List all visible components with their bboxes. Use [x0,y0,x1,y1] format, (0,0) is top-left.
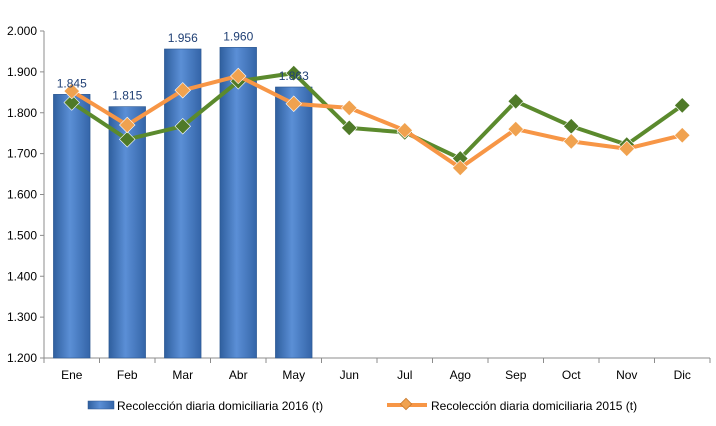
legend-marker-2015 [399,397,413,411]
y-tick-label: 2.000 [7,24,37,38]
series-2015-marker [507,120,524,138]
green-series-marker [341,119,358,137]
bar-2016 [53,94,91,359]
green-series-marker [452,150,469,167]
series-2015-marker [674,127,691,144]
x-tick-label: Sep [505,368,527,382]
bar-data-label: 1.956 [168,31,198,45]
bar-2016 [108,106,146,359]
series-2015-marker [341,99,358,117]
series-2015-line [70,73,683,170]
legend-label-2015: Recolección diaria domiciliaria 2015 (t) [431,399,637,413]
green-series-marker [119,131,136,148]
x-axis: Ene Feb Mar Abr May Jun Jul Ago Sep Oct Nov Dic [43,357,711,382]
x-tick-label: Ago [450,368,472,382]
legend-item-2015: Recolección diaria domiciliaria 2015 (t) [387,397,637,413]
y-tick-label: 1.600 [7,188,37,202]
green-series-marker [563,118,580,135]
x-tick-label: Dic [674,368,691,382]
series-2015-marker [618,140,635,157]
series-2015-marker [563,133,580,150]
x-tick-label: Oct [562,368,581,382]
legend: Recolección diaria domiciliaria 2016 (t)… [87,397,637,413]
bar-2016 [219,47,257,359]
legend-label-2016: Recolección diaria domiciliaria 2016 (t) [117,399,323,413]
bar-series-2016 [53,47,313,359]
x-tick-label: Jul [397,368,412,382]
bar-data-label: 1.815 [112,89,142,103]
legend-item-2016: Recolección diaria domiciliaria 2016 (t) [87,399,323,413]
series-2015-marker [119,116,136,134]
series-2015-marker [230,67,247,85]
series-2015-marker [396,122,413,139]
y-tick-label: 1.300 [7,310,37,324]
x-tick-label: May [282,368,305,382]
green-series-marker [674,97,691,114]
green-series-marker [174,118,191,135]
y-tick-label: 1.800 [7,106,37,120]
series-2015-marker [285,95,302,112]
x-tick-label: Mar [172,368,193,382]
series-2015-marker [63,82,80,100]
bar-data-label: 1.960 [223,29,253,43]
y-axis: 1.200 1.300 1.400 1.500 1.600 1.700 1.800 1.900… [7,24,45,365]
legend-swatch-2016 [87,400,115,410]
green-series-marker [63,94,80,111]
x-tick-label: Nov [616,368,637,382]
y-tick-label: 1.900 [7,65,37,79]
y-tick-label: 1.500 [7,228,37,242]
bar-2016 [164,48,202,359]
green-series-marker [285,64,302,82]
y-tick-label: 1.400 [7,269,37,283]
x-tick-label: Jun [340,368,359,382]
y-tick-label: 1.200 [7,351,37,365]
green-series-marker [507,93,524,110]
series-2015-marker [174,82,191,99]
x-tick-label: Abr [229,368,248,382]
series-2015-marker [452,159,469,177]
y-tick-label: 1.700 [7,147,37,161]
data-labels: 1.845 1.815 1.956 1.960 1.863 [57,29,309,102]
bar-2016 [275,86,313,359]
line-series [63,64,691,177]
green-series-line [70,71,684,161]
bar-data-label: 1.845 [57,76,87,90]
bar-data-label: 1.863 [279,69,309,83]
x-tick-label: Ene [61,368,83,382]
x-tick-label: Feb [117,368,138,382]
